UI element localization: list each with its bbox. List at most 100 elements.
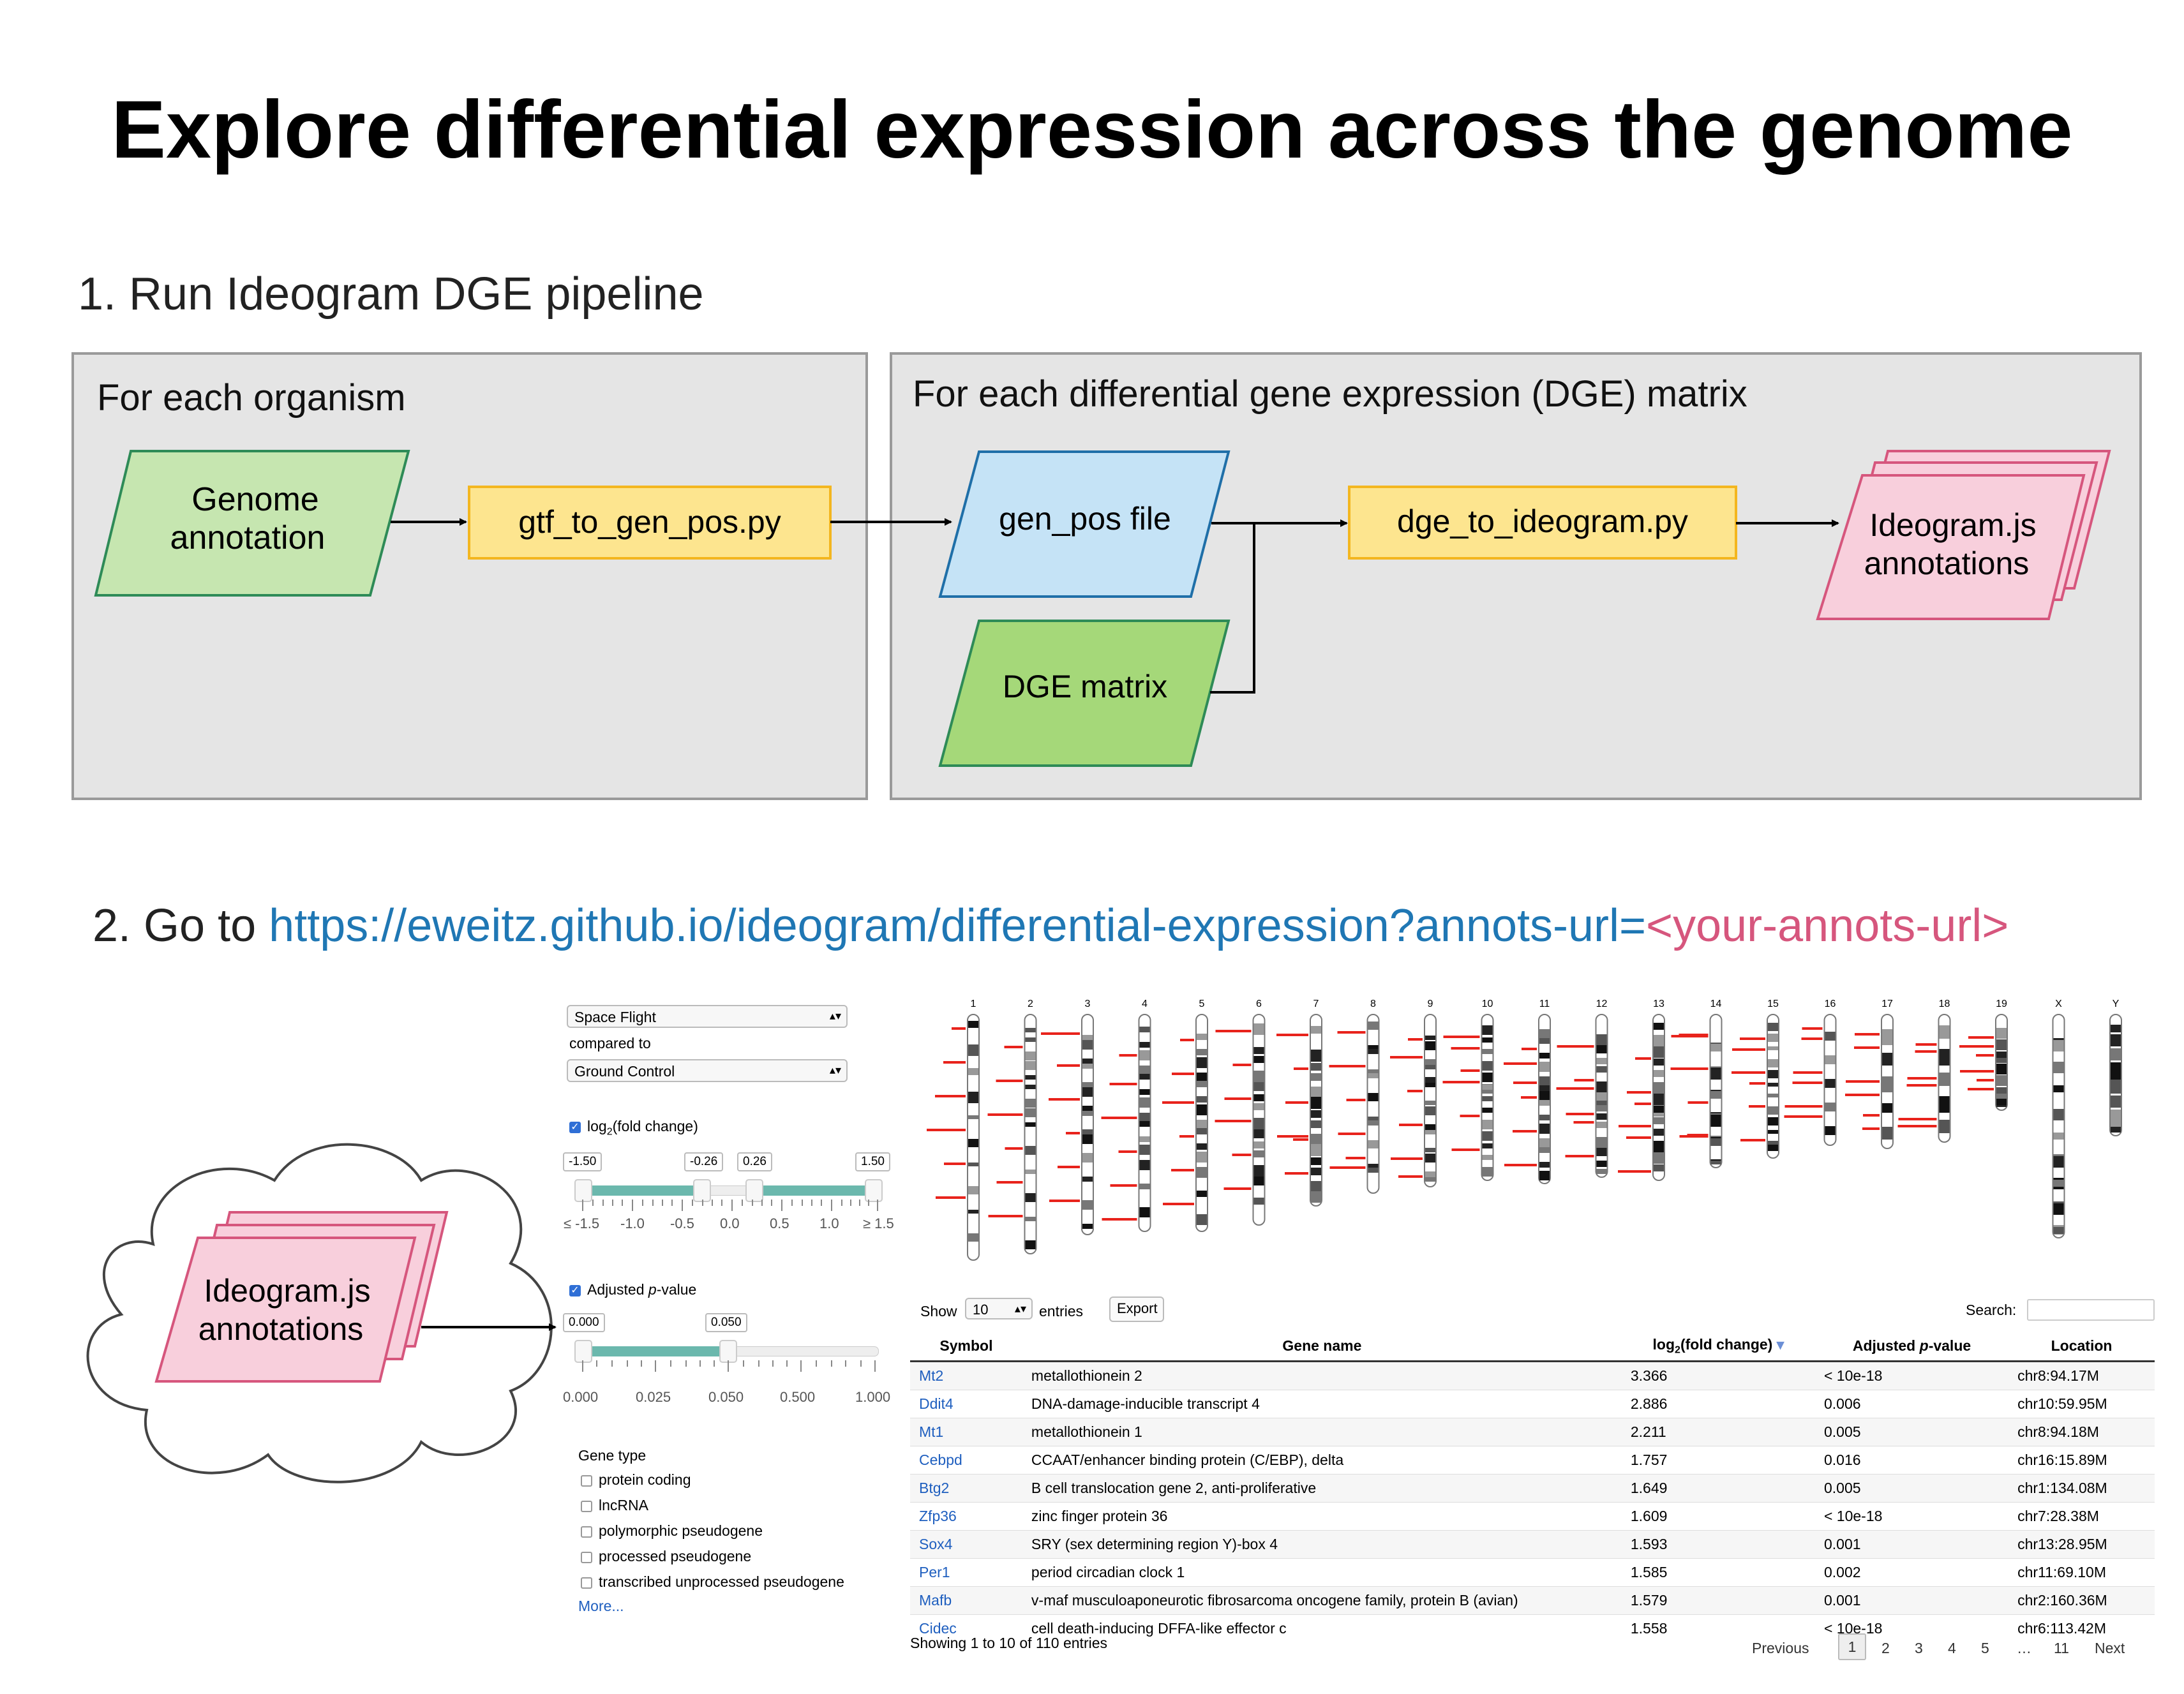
col-symbol[interactable]: Symbol	[910, 1332, 1022, 1362]
search-input[interactable]	[2027, 1299, 2155, 1321]
gene-annotation-mark[interactable]	[1897, 1125, 1937, 1127]
gene-annotation-mark[interactable]	[1276, 1034, 1308, 1036]
cell-symbol[interactable]: Cidec	[910, 1614, 1022, 1642]
gene-annotation-mark[interactable]	[1285, 1172, 1308, 1175]
gene-annotation-mark[interactable]	[1845, 1094, 1880, 1096]
gene-annotation-mark[interactable]	[1504, 1062, 1537, 1065]
pvalue-slider-handle-2[interactable]	[719, 1340, 737, 1363]
checkbox-icon[interactable]	[581, 1526, 592, 1538]
log2-slider-handle-4[interactable]	[865, 1179, 883, 1202]
gene-annotation-mark[interactable]	[1557, 1045, 1594, 1048]
gene-annotation-mark[interactable]	[1101, 1117, 1137, 1119]
cell-symbol[interactable]: Cebpd	[910, 1445, 1022, 1475]
gene-annotation-mark[interactable]	[1049, 1200, 1080, 1202]
gene-annotation-mark[interactable]	[935, 1095, 966, 1097]
gene-annotation-mark[interactable]	[1619, 1125, 1651, 1127]
gene-annotation-mark[interactable]	[1671, 1035, 1709, 1037]
gene-annotation-mark[interactable]	[1855, 1033, 1880, 1036]
condition-b-select[interactable]: Ground Control ▴▾	[567, 1059, 848, 1082]
gene-annotation-mark[interactable]	[1513, 1130, 1537, 1133]
gene-annotation-mark[interactable]	[1338, 1133, 1366, 1135]
gene-annotation-mark[interactable]	[944, 1163, 966, 1165]
pvalue-slider-handle-1[interactable]	[574, 1340, 592, 1363]
gene-annotation-mark[interactable]	[1731, 1071, 1765, 1074]
gene-annotation-mark[interactable]	[1915, 1050, 1937, 1053]
gene-annotation-mark[interactable]	[1329, 1065, 1366, 1067]
step-2-url[interactable]: https://eweitz.github.io/ideogram/differ…	[269, 900, 1647, 951]
gene-type-option[interactable]: transcribed unprocessed pseudogene	[581, 1573, 844, 1591]
gene-annotation-mark[interactable]	[1670, 1067, 1709, 1070]
gene-annotation-mark[interactable]	[943, 1061, 966, 1064]
gene-annotation-mark[interactable]	[1391, 1157, 1423, 1160]
cell-symbol[interactable]: Mt2	[910, 1360, 1022, 1390]
log2-toggle[interactable]: ✓ log2(fold change)	[569, 1118, 698, 1138]
export-button[interactable]: Export	[1109, 1297, 1164, 1322]
gene-annotation-mark[interactable]	[996, 1080, 1023, 1082]
more-gene-types-link[interactable]: More...	[578, 1598, 624, 1614]
gene-annotation-mark[interactable]	[1232, 1064, 1252, 1066]
gene-annotation-mark[interactable]	[1172, 1073, 1194, 1075]
cell-symbol[interactable]: Zfp36	[910, 1501, 1022, 1531]
gene-annotation-mark[interactable]	[1180, 1039, 1194, 1041]
checkbox-icon[interactable]	[581, 1500, 592, 1512]
gene-annotation-mark[interactable]	[1749, 1105, 1765, 1108]
gene-annotation-mark[interactable]	[1740, 1037, 1765, 1040]
gene-annotation-mark[interactable]	[1862, 1127, 1880, 1130]
gene-annotation-mark[interactable]	[1162, 1101, 1194, 1104]
gene-annotation-mark[interactable]	[1573, 1121, 1594, 1124]
pagination-page-current[interactable]: 1	[1838, 1633, 1866, 1660]
gene-annotation-mark[interactable]	[1005, 1147, 1023, 1150]
gene-annotation-mark[interactable]	[1390, 1056, 1423, 1059]
gene-type-option[interactable]: lncRNA	[581, 1497, 648, 1514]
gene-annotation-mark[interactable]	[1556, 1087, 1594, 1090]
gene-annotation-mark[interactable]	[1687, 1101, 1709, 1104]
checkbox-checked-icon[interactable]: ✓	[569, 1121, 581, 1133]
gene-type-option[interactable]: polymorphic pseudogene	[581, 1522, 763, 1540]
pagination-next[interactable]: Next	[2095, 1640, 2125, 1656]
col-pvalue[interactable]: Adjusted p-value	[1814, 1332, 2009, 1362]
gene-annotation-mark[interactable]	[1451, 1047, 1480, 1050]
gene-annotation-mark[interactable]	[1793, 1071, 1823, 1074]
gene-annotation-mark[interactable]	[1345, 1157, 1366, 1159]
cell-symbol[interactable]: Sox4	[910, 1529, 1022, 1559]
table-row[interactable]: Cebpd CCAAT/enhancer binding protein (C/E…	[910, 1445, 2155, 1475]
col-log2[interactable]: log2(fold change) ▾	[1621, 1332, 1815, 1362]
pagination-page[interactable]: 3	[1915, 1640, 1923, 1656]
gene-annotation-mark[interactable]	[1294, 1067, 1308, 1070]
gene-annotation-mark[interactable]	[1626, 1136, 1651, 1139]
gene-annotation-mark[interactable]	[1977, 1079, 1994, 1081]
col-gene-name[interactable]: Gene name	[1022, 1332, 1622, 1362]
checkbox-icon[interactable]	[581, 1551, 592, 1563]
cell-symbol[interactable]: Ddit4	[910, 1389, 1022, 1418]
gene-annotation-mark[interactable]	[1749, 1082, 1765, 1085]
gene-annotation-mark[interactable]	[1232, 1154, 1252, 1156]
gene-annotation-mark[interactable]	[988, 1215, 1023, 1217]
gene-annotation-mark[interactable]	[1329, 1166, 1366, 1169]
table-row[interactable]: Ddit4 DNA-damage-inducible transcript 4 2.…	[910, 1389, 2155, 1418]
gene-annotation-mark[interactable]	[1460, 1115, 1480, 1117]
gene-annotation-mark[interactable]	[1398, 1175, 1423, 1178]
gene-annotation-mark[interactable]	[1004, 1046, 1023, 1048]
table-row[interactable]: Per1 period circadian clock 1 1.585 0.002 ch…	[910, 1557, 2155, 1587]
gene-annotation-mark[interactable]	[1627, 1091, 1651, 1094]
gene-annotation-mark[interactable]	[1057, 1064, 1080, 1067]
gene-annotation-mark[interactable]	[952, 1027, 966, 1030]
gene-annotation-mark[interactable]	[1407, 1090, 1423, 1092]
gene-annotation-mark[interactable]	[1408, 1038, 1423, 1041]
table-row[interactable]: Sox4 SRY (sex determining region Y)-box 4…	[910, 1529, 2155, 1559]
gene-annotation-mark[interactable]	[1066, 1132, 1080, 1134]
gene-annotation-mark[interactable]	[1109, 1083, 1137, 1085]
gene-annotation-mark[interactable]	[1732, 1048, 1765, 1051]
gene-annotation-mark[interactable]	[1801, 1037, 1823, 1040]
pagination-previous[interactable]: Previous	[1752, 1640, 1809, 1656]
log2-slider-handle-1[interactable]	[574, 1179, 592, 1202]
gene-annotation-mark[interactable]	[1566, 1113, 1594, 1115]
pagination-page[interactable]: 4	[1948, 1640, 1956, 1656]
cell-symbol[interactable]: Mafb	[910, 1586, 1022, 1615]
gene-annotation-mark[interactable]	[1285, 1101, 1308, 1104]
pagination-page[interactable]: 5	[1981, 1640, 1989, 1656]
table-row[interactable]: Btg2 B cell translocation gene 2, anti-pr…	[910, 1473, 2155, 1503]
gene-annotation-mark[interactable]	[1049, 1098, 1080, 1101]
cell-symbol[interactable]: Mt1	[910, 1417, 1022, 1446]
gene-annotation-mark[interactable]	[1215, 1030, 1252, 1032]
